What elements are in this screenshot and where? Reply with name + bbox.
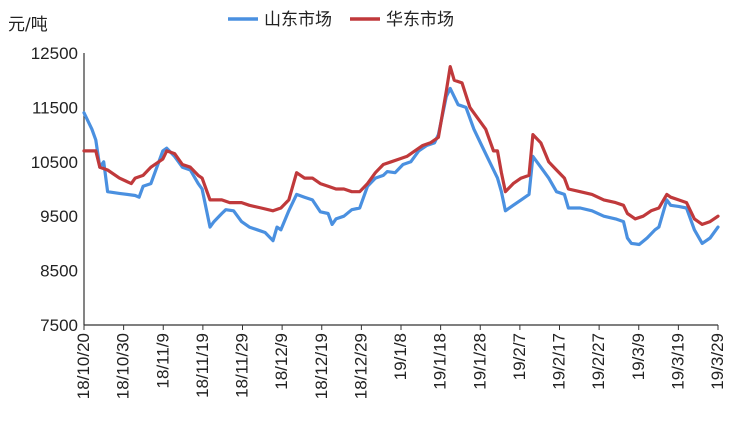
x-tick-label: 19/3/29 — [708, 333, 727, 390]
series-line-2 — [82, 64, 720, 226]
x-tick-label: 18/11/19 — [193, 333, 212, 398]
x-tick-label: 19/1/18 — [431, 333, 450, 390]
legend-label-2: 华东市场 — [386, 10, 454, 30]
x-tick-label: 19/3/9 — [629, 333, 648, 380]
y-tick-label: 7500 — [40, 316, 78, 335]
x-tick-label: 19/2/7 — [510, 333, 529, 380]
y-tick-label: 11500 — [32, 98, 78, 117]
legend-label-1: 山东市场 — [264, 10, 332, 30]
y-tick-label: 12500 — [31, 44, 78, 63]
y-unit-label: 元/吨 — [8, 15, 48, 35]
x-tick-label: 19/3/19 — [668, 333, 687, 390]
x-tick-label: 18/10/30 — [114, 333, 133, 399]
y-tick-label: 10500 — [31, 153, 78, 172]
x-tick-label: 18/10/20 — [74, 333, 93, 399]
series-layer — [82, 64, 720, 247]
x-tick-label: 18/11/29 — [233, 333, 252, 398]
x-tick-label: 18/12/29 — [351, 333, 370, 399]
legend: 山东市场 华东市场 — [228, 10, 454, 30]
y-tick-label: 9500 — [40, 207, 78, 226]
x-tick-label: 19/1/28 — [470, 333, 489, 390]
x-tick-label: 18/12/9 — [272, 333, 291, 390]
y-axis: 12500 11500 10500 9500 8500 7500 — [31, 44, 85, 335]
x-tick-label: 19/2/27 — [589, 333, 608, 390]
x-tick-label: 18/12/19 — [312, 333, 331, 399]
x-axis: 18/10/20 18/10/30 18/11/9 18/11/19 18/11/29 1… — [74, 324, 727, 399]
series-line-1 — [82, 86, 720, 247]
x-tick-label: 19/1/8 — [391, 333, 410, 380]
y-tick-label: 8500 — [40, 262, 78, 281]
x-tick-label: 18/11/9 — [153, 333, 172, 388]
x-tick-label: 19/2/17 — [550, 333, 569, 390]
